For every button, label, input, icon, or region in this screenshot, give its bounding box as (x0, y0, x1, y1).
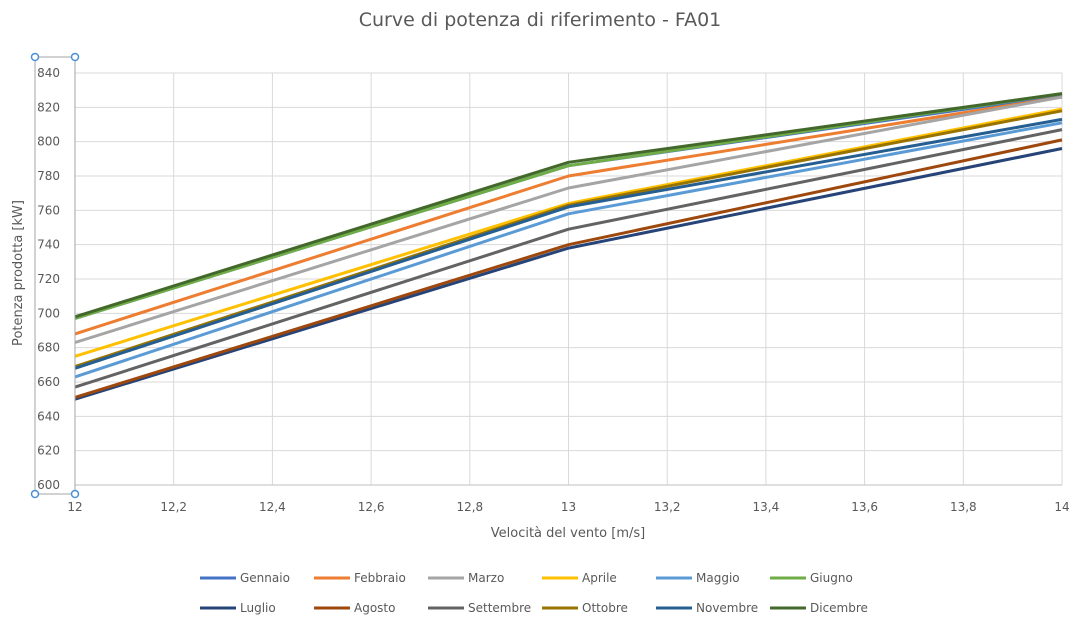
selection-handle-top-right[interactable] (70, 52, 80, 62)
legend-label: Gennaio (240, 571, 290, 585)
legend-item-gennaio[interactable]: Gennaio (200, 571, 290, 585)
x-tick-label: 13,2 (654, 500, 681, 514)
series-line-marzo[interactable] (74, 95, 1063, 344)
y-tick-label: 600 (37, 478, 60, 492)
x-tick-label: 12,6 (358, 500, 385, 514)
legend-item-agosto[interactable]: Agosto (314, 601, 395, 615)
y-tick-label: 700 (37, 306, 60, 320)
series-line-dicembre[interactable] (74, 92, 1063, 319)
tick-labels: 600 620 640 660 680 700 720 740 760 780 800 820 840 1… (37, 66, 1070, 514)
y-tick-label: 760 (37, 203, 60, 217)
y-tick-label: 660 (37, 375, 60, 389)
selection-handle-bottom-right[interactable] (70, 489, 80, 499)
series-line-settembre[interactable] (74, 128, 1063, 389)
legend-label: Dicembre (810, 601, 868, 615)
legend-label: Giugno (810, 571, 853, 585)
legend-label: Agosto (354, 601, 395, 615)
y-tick-label: 720 (37, 272, 60, 286)
y-tick-label: 820 (37, 100, 60, 114)
legend-label: Settembre (468, 601, 531, 615)
x-tick-label: 13 (561, 500, 576, 514)
legend-item-febbraio[interactable]: Febbraio (314, 571, 406, 585)
x-tick-label: 13,6 (851, 500, 878, 514)
series-lines (74, 92, 1063, 401)
legend-item-luglio[interactable]: Luglio (200, 601, 276, 615)
series-line-novembre[interactable] (74, 117, 1063, 370)
y-axis-title: Potenza prodotta [kW] (11, 200, 26, 346)
y-tick-label: 680 (37, 341, 60, 355)
legend-label: Luglio (240, 601, 276, 615)
grid (74, 72, 1063, 486)
x-tick-label: 12,8 (456, 500, 483, 514)
series-line-agosto[interactable] (74, 138, 1063, 399)
x-tick-label: 13,8 (950, 500, 977, 514)
legend-item-ottobre[interactable]: Ottobre (542, 601, 628, 615)
y-tick-label: 620 (37, 444, 60, 458)
y-tick-label: 780 (37, 169, 60, 183)
series-line-aprile[interactable] (74, 107, 1063, 358)
legend-label: Febbraio (354, 571, 406, 585)
legend-label: Aprile (582, 571, 617, 585)
x-tick-label: 12 (67, 500, 82, 514)
legend-item-novembre[interactable]: Novembre (656, 601, 758, 615)
legend-label: Marzo (468, 571, 504, 585)
y-tick-label: 640 (37, 409, 60, 423)
series-line-febbraio[interactable] (74, 95, 1063, 336)
x-tick-label: 14 (1054, 500, 1069, 514)
axis-selection-frame[interactable] (34, 56, 76, 495)
axis-selection[interactable] (30, 52, 80, 499)
legend-item-settembre[interactable]: Settembre (428, 601, 531, 615)
legend-label: Ottobre (582, 601, 628, 615)
x-tick-label: 12,2 (160, 500, 187, 514)
legend-item-dicembre[interactable]: Dicembre (770, 601, 868, 615)
legend-label: Novembre (696, 601, 758, 615)
chart-title: Curve di potenza di riferimento - FA01 (359, 9, 722, 31)
x-tick-label: 13,4 (753, 500, 780, 514)
legend-label: Maggio (696, 571, 740, 585)
series-line-ottobre[interactable] (74, 109, 1063, 369)
legend-item-maggio[interactable]: Maggio (656, 571, 740, 585)
legend: Gennaio Febbraio Marzo Aprile Maggio Giugno Lu… (200, 571, 868, 615)
x-axis-title: Velocità del vento [m/s] (491, 526, 645, 541)
y-tick-label: 740 (37, 238, 60, 252)
x-tick-label: 12,4 (259, 500, 286, 514)
legend-item-giugno[interactable]: Giugno (770, 571, 853, 585)
selection-handle-top-left[interactable] (30, 52, 40, 62)
series-line-luglio[interactable] (74, 147, 1063, 401)
y-tick-label: 840 (37, 66, 60, 80)
y-tick-label: 800 (37, 135, 60, 149)
selection-handle-bottom-left[interactable] (30, 489, 40, 499)
legend-item-marzo[interactable]: Marzo (428, 571, 504, 585)
legend-item-aprile[interactable]: Aprile (542, 571, 617, 585)
series-line-maggio[interactable] (74, 121, 1063, 379)
